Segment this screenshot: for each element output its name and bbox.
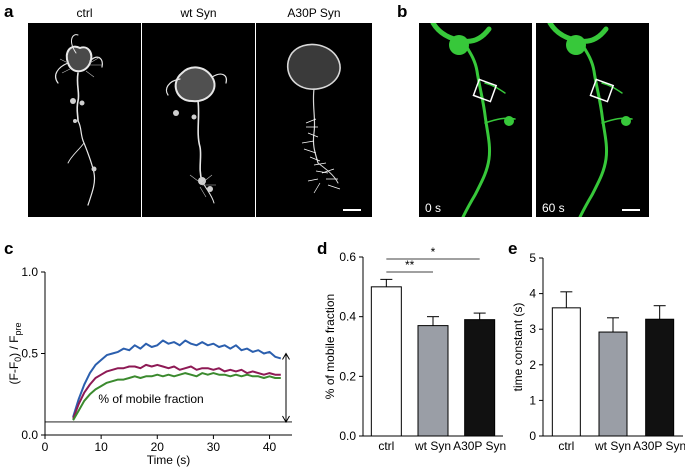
panel-label-d: d — [317, 239, 328, 258]
image-caption-a30p-syn: A30P Syn — [287, 6, 341, 20]
chart-d-y-tick-label: 0.4 — [339, 310, 356, 324]
chart-c-y-tick-label: 0.0 — [21, 428, 38, 442]
micrograph-ctrl — [28, 23, 141, 217]
chart-e-bar-wt-syn — [598, 331, 628, 437]
chart-d-y-tick-label: 0.6 — [339, 250, 356, 264]
chart-e-x-tick-label: wt Syn — [594, 439, 631, 453]
micrograph-gfp-60s — [536, 23, 649, 217]
svg-text:(F-F0) / Fpre: (F-F0) / Fpre — [7, 322, 23, 384]
chart-e: 0 1 2 3 4 5 ctrl wt Syn A30P Syn time constant (… — [511, 251, 685, 453]
panel-label-c: c — [4, 239, 14, 258]
chart-c-x-tick-label: 10 — [94, 440, 108, 454]
chart-c: 0 10 20 30 40 0.0 0.5 1.0 Time (s) (F-F0) / Fpr… — [7, 265, 292, 467]
scale-bar-b — [622, 209, 640, 211]
micrograph-a30p-syn — [256, 23, 372, 217]
panel-label-e: e — [508, 239, 518, 258]
image-caption-wt-syn: wt Syn — [180, 6, 217, 20]
chart-c-y-tick-label: 0.5 — [21, 347, 38, 361]
chart-e-x-tick-label: A30P Syn — [633, 439, 685, 453]
chart-e-x-tick-label: ctrl — [558, 439, 574, 453]
chart-e-y-tick-label: 3 — [529, 322, 536, 336]
chart-d-bar-wt-syn — [417, 325, 449, 437]
chart-d-x-tick-label: ctrl — [378, 439, 394, 453]
micrograph-gfp-0s — [419, 23, 532, 217]
chart-d-ylabel: % of mobile fraction — [323, 294, 337, 399]
chart-e-y-tick-label: 5 — [529, 251, 536, 265]
micrograph-wt-syn — [142, 23, 255, 217]
series-line-a30p-syn — [72, 372, 281, 421]
time-stamp-60s: 60 s — [542, 201, 565, 215]
chart-d-x-tick-label: A30P Syn — [453, 439, 506, 453]
chart-e-bar-ctrl — [551, 307, 581, 437]
chart-d-bar-ctrl — [370, 286, 402, 437]
image-caption-ctrl: ctrl — [76, 6, 93, 20]
chart-c-annotation: % of mobile fraction — [98, 392, 203, 406]
chart-d-significance-label: ** — [405, 258, 415, 272]
chart-d-significance-label: * — [431, 245, 436, 259]
chart-c-arrow-head-bottom — [282, 415, 290, 423]
chart-c-x-tick-label: 0 — [42, 440, 49, 454]
series-line-wt-syn — [72, 363, 281, 420]
chart-d-bar-a30p-syn — [464, 319, 496, 437]
chart-c-x-tick-label: 20 — [151, 440, 165, 454]
chart-e-bar-a30p-syn — [645, 318, 675, 437]
scale-bar-a — [343, 209, 361, 211]
chart-e-ylabel: time constant (s) — [511, 303, 525, 392]
chart-d-y-tick-label: 0.2 — [339, 369, 356, 383]
chart-e-y-tick-label: 4 — [529, 287, 536, 301]
chart-e-y-tick-label: 2 — [529, 358, 536, 372]
chart-c-arrow-head-top — [282, 352, 290, 360]
time-stamp-0s: 0 s — [425, 201, 442, 215]
chart-d-x-tick-label: wt Syn — [414, 439, 451, 453]
chart-c-xlabel: Time (s) — [147, 453, 191, 467]
series-line-ctrl — [72, 339, 282, 418]
chart-c-x-tick-label: 30 — [207, 440, 221, 454]
panel-label-a: a — [4, 2, 14, 21]
panel-label-b: b — [397, 2, 408, 21]
chart-d-y-tick-label: 0.0 — [339, 429, 356, 443]
chart-e-y-tick-label: 1 — [529, 393, 536, 407]
chart-c-ylabel: (F-F0) / Fpre — [7, 322, 23, 384]
chart-c-y-tick-label: 1.0 — [21, 265, 38, 279]
chart-c-x-tick-label: 40 — [263, 440, 277, 454]
chart-e-y-tick-label: 0 — [529, 429, 536, 443]
